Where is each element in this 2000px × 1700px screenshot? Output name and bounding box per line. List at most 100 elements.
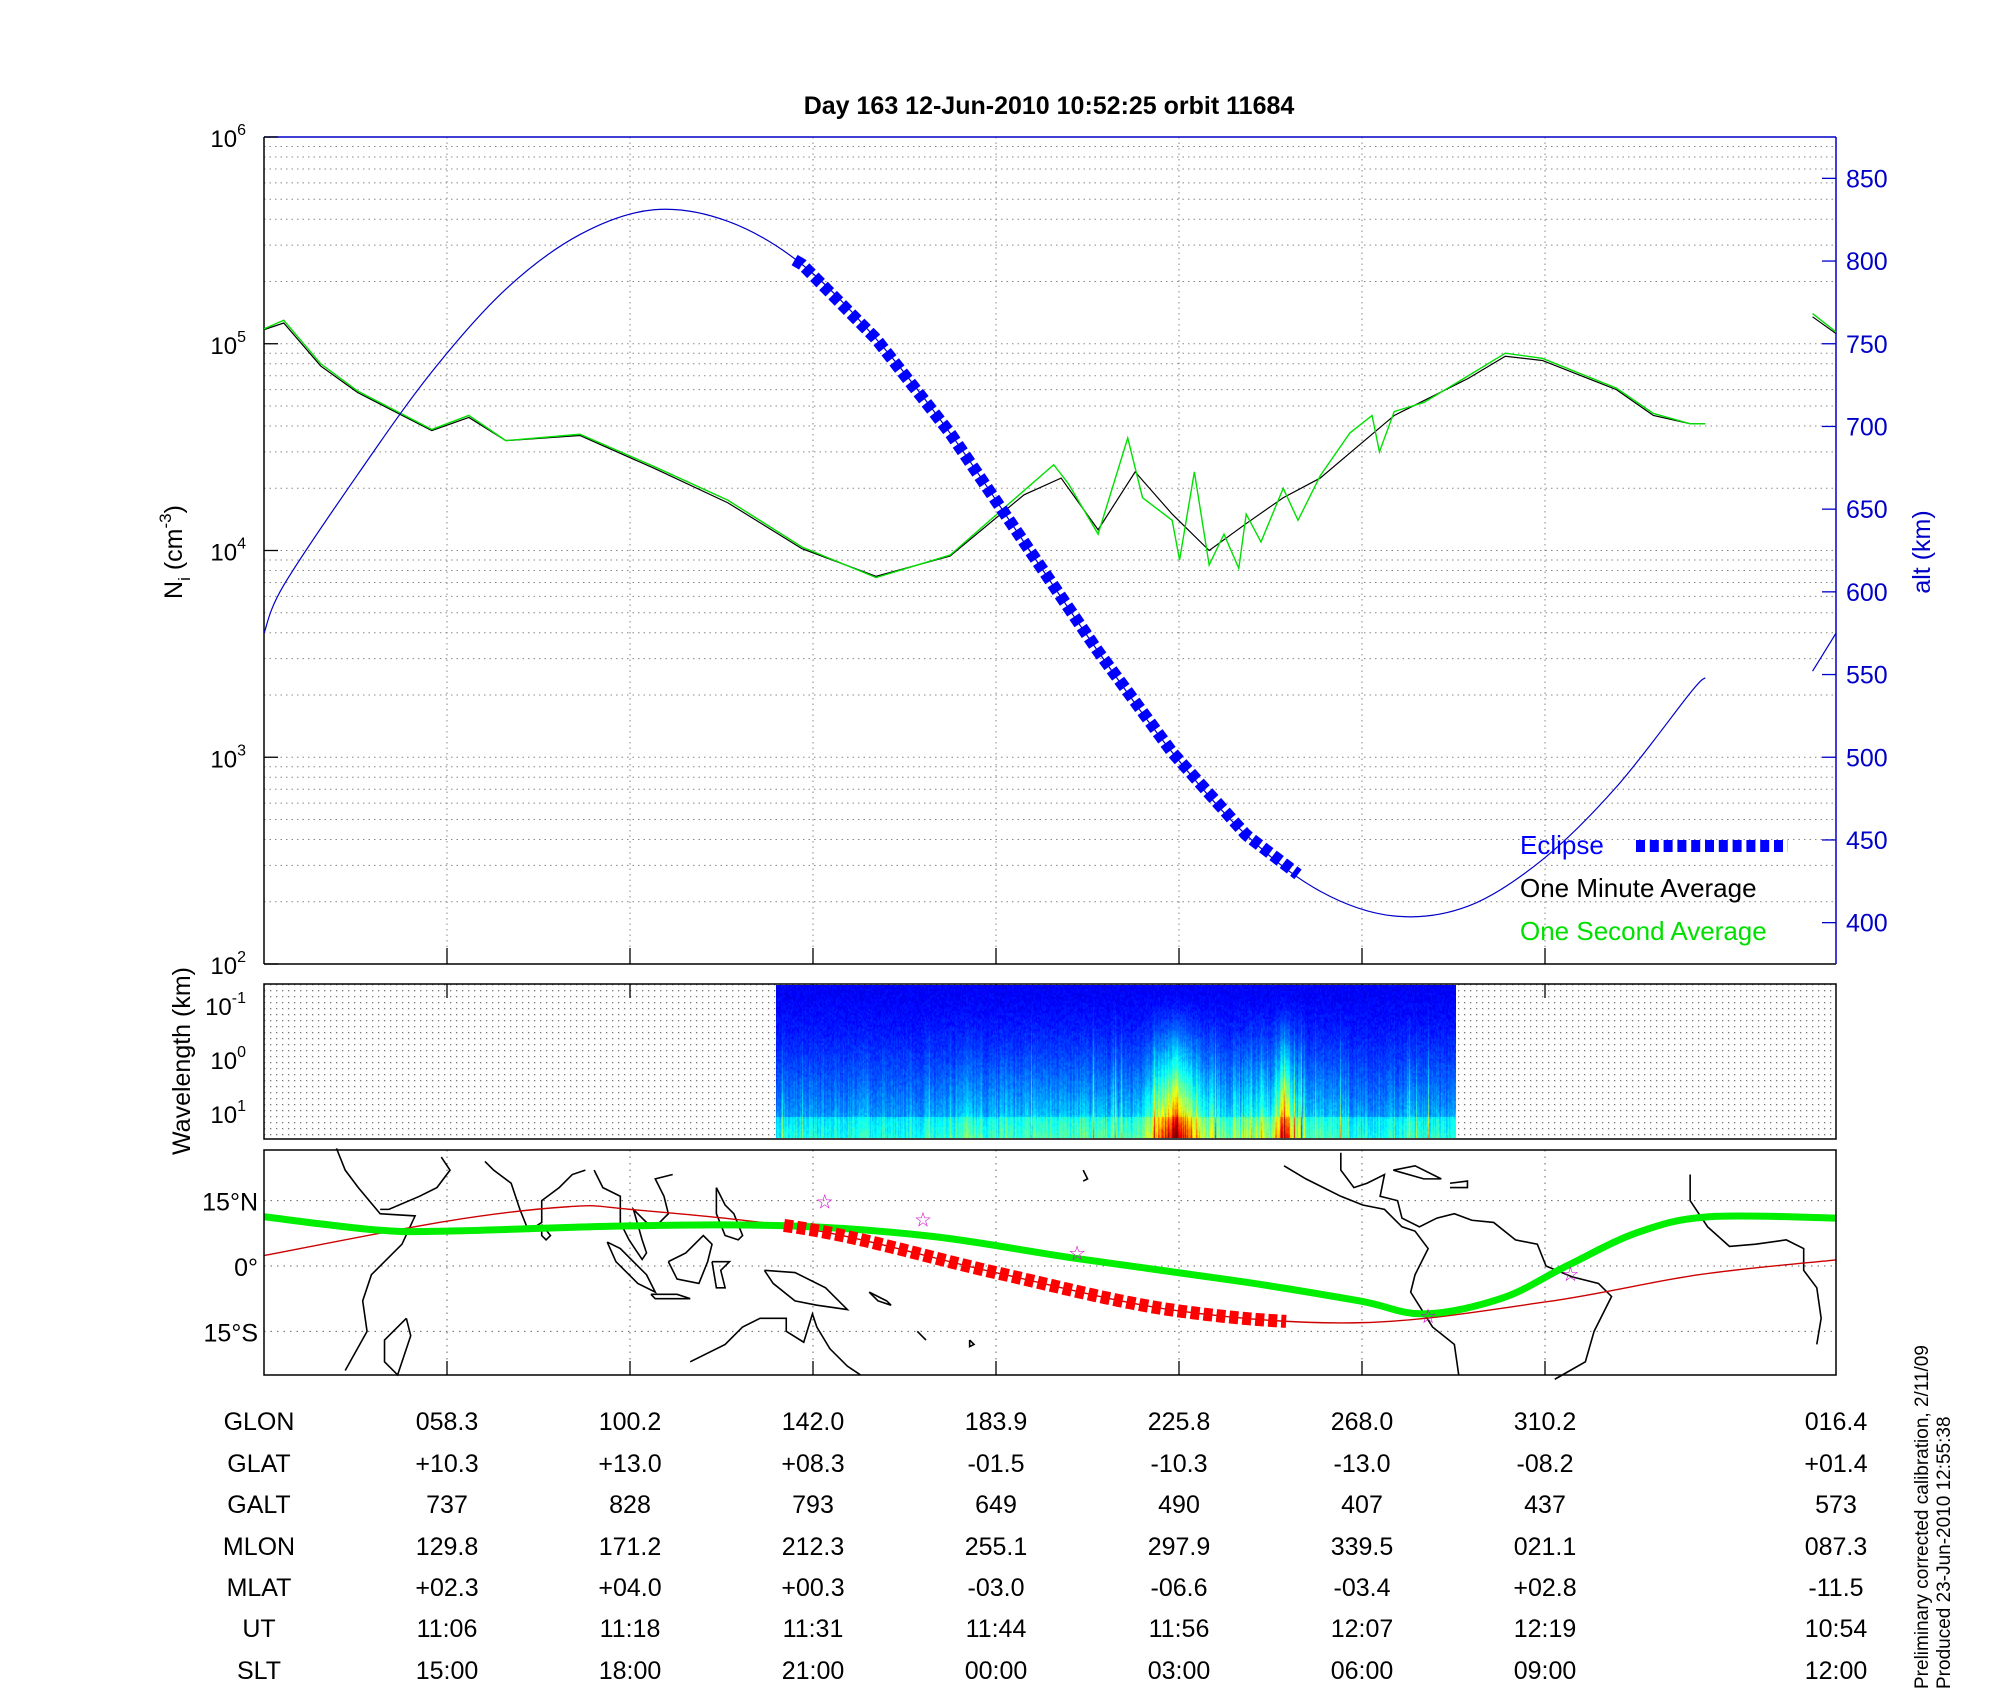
y2-tick-label: 600 [1846,579,1888,607]
star-marker-icon: ☆ [816,1192,834,1214]
table-cell: -10.3 [1151,1450,1208,1478]
table-cell: 268.0 [1331,1408,1394,1436]
coastline [380,1156,452,1211]
table-cell: 00:00 [965,1657,1028,1685]
table-cell: 03:00 [1148,1657,1211,1685]
y-tick-exponent: -1 [232,990,246,1007]
table-cell: -01.5 [968,1450,1025,1478]
row-label-glon: GLON [224,1408,295,1436]
y2-tick-label: 400 [1846,910,1888,938]
table-cell: 09:00 [1514,1657,1577,1685]
map-frame [263,1149,1837,1376]
table-cell: 490 [1158,1491,1200,1519]
y-tick-exponent: 2 [237,949,246,966]
coastline [868,1291,892,1306]
coastline [1283,1165,1460,1376]
density-plot: Eclipse One Minute Average One Second Aver… [263,208,1837,946]
table-cell: 737 [426,1491,468,1519]
coastline [1082,1169,1089,1182]
series-one-second-average [263,319,1706,579]
map-lat-label: 15°S [204,1319,258,1347]
y-tick-base: 10 [210,126,237,153]
coastline [916,1330,927,1341]
footer-calibration: Preliminary corrected calibration, 2/11/… [1912,1345,1933,1689]
star-marker-icon: ☆ [1562,1264,1580,1286]
table-row: MLAT +02.3 +04.0 +00.3 -03.0 -06.6 -03.4 +02.8 -… [227,1574,1864,1602]
coastline [711,1260,732,1289]
spectrogram-y-tick-label: 10-1 [205,990,246,1021]
table-cell: 11:56 [1149,1615,1210,1643]
table-cell: +00.3 [781,1574,844,1602]
table-row: UT 11:06 11:18 11:31 11:44 11:56 12:07 12:19 10:… [242,1615,1867,1643]
table-cell: -03.4 [1334,1574,1391,1602]
coastline [650,1293,691,1300]
y-tick-label: 102 [210,949,246,980]
table-row: SLT 15:00 18:00 21:00 00:00 03:00 06:00 09:00 12… [237,1657,1867,1685]
y-tick-label: 104 [210,536,246,567]
table-cell: 12:19 [1514,1615,1577,1643]
legend: Eclipse One Minute Average One Second Aver… [1520,830,1788,946]
table-cell: 06:00 [1331,1657,1394,1685]
y-label-main: N [160,581,188,599]
map-lat-label: 0° [234,1254,258,1282]
coastline [606,1241,658,1294]
table-cell: 11:18 [600,1615,661,1643]
y2-tick-label: 750 [1846,331,1888,359]
table-cell: -08.2 [1517,1450,1574,1478]
spectrogram-image [776,985,1457,1138]
y-tick-exponent: 1 [237,1098,246,1115]
chart-title: Day 163 12-Jun-2010 10:52:25 orbit 11684 [804,92,1295,120]
y-tick-exponent: 3 [237,742,246,759]
table-cell: 297.9 [1148,1533,1211,1561]
legend-one-second-label: One Second Average [1520,916,1767,946]
y-tick-base: 10 [210,1048,237,1075]
spectrogram-y-tick-label: 101 [210,1098,246,1129]
y-tick-base: 10 [210,1102,237,1129]
y2-tick-label: 550 [1846,662,1888,690]
y-tick-exponent: 5 [237,329,246,346]
table-cell: 142.0 [782,1408,845,1436]
table-cell: 21:00 [782,1657,845,1685]
y2-tick-label: 450 [1846,827,1888,855]
table-cell: +02.3 [415,1574,478,1602]
table-cell: 12:07 [1331,1615,1394,1643]
table-cell: 021.1 [1514,1533,1577,1561]
map-background [264,1150,1836,1375]
coastline [763,1269,850,1311]
y2-tick-label: 800 [1846,248,1888,276]
table-cell: 339.5 [1331,1533,1394,1561]
y2-tick-label: 650 [1846,496,1888,524]
y2-tick-label: 500 [1846,744,1888,772]
y-label-sup: -3 [156,513,175,528]
footer-produced: Produced 23-Jun-2010 12:55:38 [1934,1416,1955,1689]
table-cell: 058.3 [416,1408,479,1436]
y-tick-label: 105 [210,329,246,360]
table-cell: 183.9 [965,1408,1028,1436]
table-cell: 15:00 [416,1657,479,1685]
table-cell: 18:00 [599,1657,662,1685]
density-plot-grid: 1021031041051064004505005506006507007508… [156,122,1936,980]
coastline [540,1224,552,1241]
table-cell: 793 [792,1491,834,1519]
series-one-second-average [1812,312,1837,333]
map-panel: ☆ ☆ ☆ ☆ ☆ 15°N 0° 15°S [202,1148,1837,1380]
table-cell: +13.0 [598,1450,661,1478]
series-alt-km- [1812,632,1837,672]
table-cell: 649 [975,1491,1017,1519]
y-tick-base: 10 [210,540,237,567]
table-cell: +10.3 [415,1450,478,1478]
series-alt-km- [263,208,1706,918]
y-label-rest: (cm [160,529,188,578]
table-cell: 10:54 [1805,1615,1868,1643]
table-row: GALT 737 828 793 649 490 407 437 573 [227,1491,1857,1519]
table-cell: 129.8 [416,1533,479,1561]
coastline [689,1311,861,1376]
star-marker-icon: ☆ [1419,1306,1437,1328]
star-marker-icon: ☆ [914,1209,932,1231]
legend-eclipse-label: Eclipse [1520,830,1604,860]
eclipse-track [783,1218,1287,1328]
y2-axis-label: alt (km) [1908,510,1936,593]
y-axis-label: Ni (cm-3) [156,505,194,599]
table-cell: 255.1 [965,1533,1028,1561]
